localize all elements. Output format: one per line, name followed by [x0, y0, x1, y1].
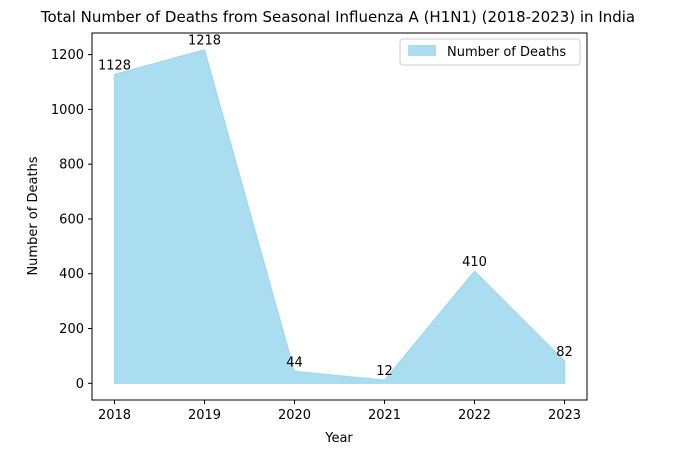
axes-frame	[91, 32, 588, 401]
x-tick-label: 2022	[458, 408, 491, 423]
data-label: 44	[286, 355, 303, 370]
x-axis: 2018 2019 2020 2021 2022 2023	[98, 400, 581, 423]
area-series-number-of-deaths	[114, 49, 565, 384]
x-tick-label: 2018	[98, 408, 131, 423]
x-tick-label: 2020	[278, 408, 311, 423]
x-tick-label: 2021	[368, 408, 401, 423]
legend-swatch	[408, 45, 436, 56]
y-tick-label: 200	[59, 322, 84, 337]
data-label: 410	[462, 255, 487, 270]
chart-title: Total Number of Deaths from Seasonal Inf…	[40, 8, 635, 26]
y-tick-label: 600	[59, 212, 84, 227]
data-label: 1128	[98, 58, 131, 73]
legend-label: Number of Deaths	[447, 45, 566, 60]
y-tick-label: 400	[59, 267, 84, 282]
y-tick-label: 1200	[51, 48, 84, 63]
data-label: 82	[556, 345, 573, 360]
y-axis-label: Number of Deaths	[26, 156, 41, 275]
legend-box	[399, 38, 581, 66]
y-tick-label: 1000	[51, 103, 84, 118]
x-tick-label: 2023	[548, 408, 581, 423]
legend: Number of Deaths	[399, 38, 581, 66]
y-tick-label: 0	[76, 377, 84, 392]
data-label: 12	[376, 364, 393, 379]
y-tick-label: 800	[59, 158, 84, 173]
y-axis: 0 200 400 600 800 1000 1200	[51, 48, 92, 392]
x-tick-label: 2019	[188, 408, 221, 423]
plot-area: 1128 1218 44 12 410 82	[98, 34, 573, 384]
x-axis-label: Year	[324, 431, 353, 446]
data-label: 1218	[188, 34, 221, 49]
